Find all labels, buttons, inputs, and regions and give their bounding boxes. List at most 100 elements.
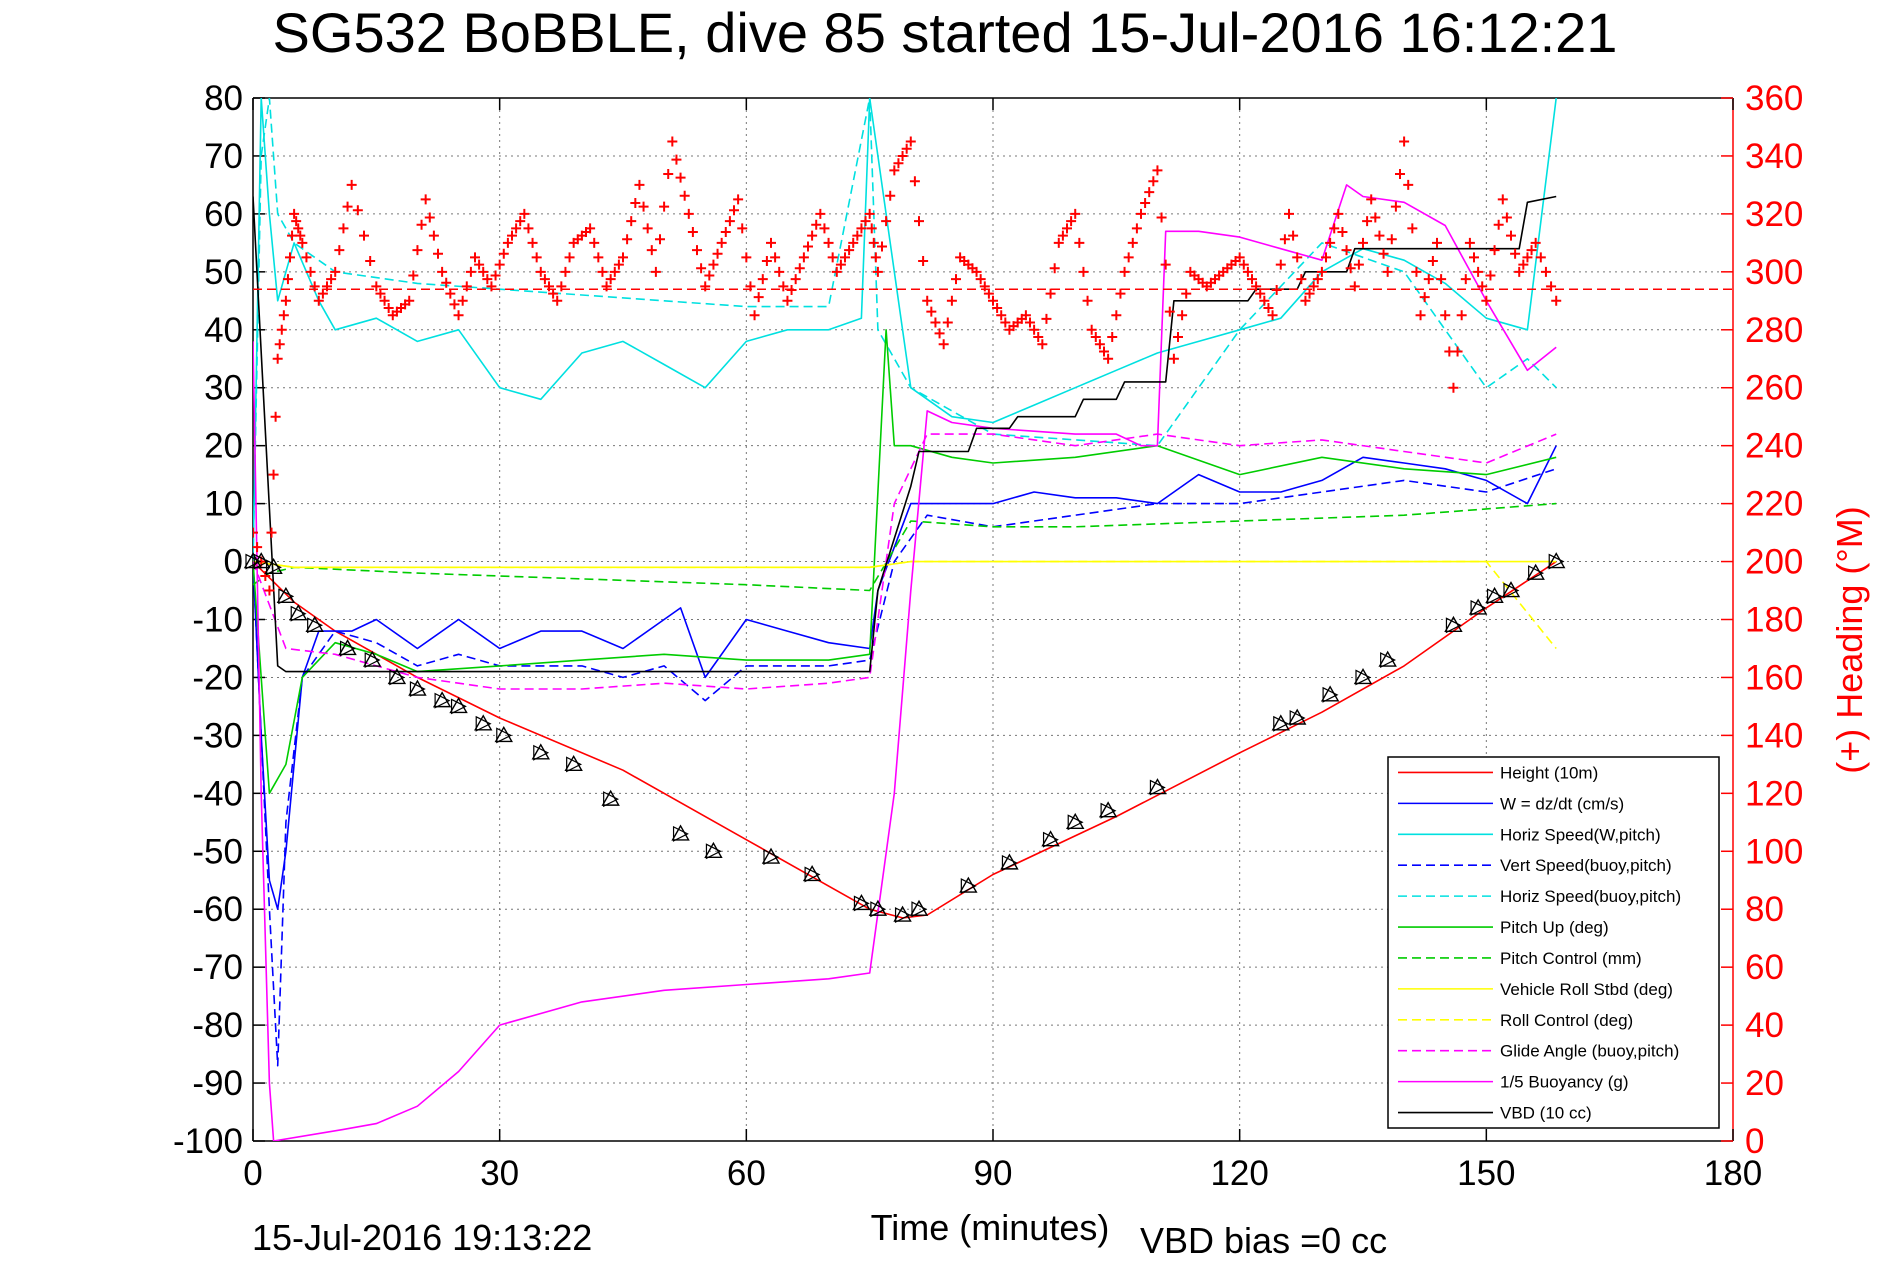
heading-point — [1386, 234, 1397, 245]
heading-point — [893, 158, 904, 169]
heading-point — [844, 245, 855, 256]
depth-marker — [1322, 686, 1339, 703]
heading-point — [1469, 252, 1479, 263]
heading-point — [692, 245, 702, 256]
heading-point — [667, 136, 678, 147]
depth-marker — [705, 843, 722, 860]
heading-point — [626, 216, 637, 227]
heading-point — [1267, 310, 1278, 321]
heading-point — [1353, 259, 1364, 270]
depth-marker — [389, 669, 406, 686]
heading-point — [531, 252, 542, 263]
heading-point — [1493, 219, 1504, 230]
y-right-tick-label: 200 — [1745, 543, 1803, 582]
legend-label-11: VBD (10 cc) — [1500, 1104, 1592, 1123]
heading-point — [1522, 252, 1533, 263]
heading-point — [1284, 208, 1294, 219]
heading-point — [334, 245, 345, 256]
heading-point — [322, 281, 332, 292]
heading-point — [1362, 216, 1373, 227]
heading-point — [293, 223, 304, 234]
heading-point — [295, 230, 306, 241]
heading-point — [1325, 237, 1336, 248]
heading-point — [1074, 237, 1085, 248]
heading-point — [866, 223, 877, 234]
heading-point — [1427, 255, 1438, 266]
depth-marker — [1001, 854, 1018, 871]
heading-point — [807, 230, 818, 241]
heading-point — [408, 270, 419, 281]
heading-point — [835, 259, 846, 270]
heading-point — [897, 150, 908, 161]
series-line-4 — [253, 98, 1557, 562]
heading-point — [1288, 230, 1299, 241]
heading-point — [1123, 252, 1134, 263]
heading-point — [905, 136, 916, 147]
heading-point — [1263, 303, 1274, 314]
heading-point — [1341, 245, 1352, 256]
y-left-tick-label: 40 — [204, 311, 243, 350]
heading-point — [478, 266, 489, 277]
series-line-10 — [253, 184, 1557, 1141]
y-right-tick-label: 180 — [1745, 601, 1803, 640]
heading-point — [831, 266, 842, 277]
heading-point — [1049, 263, 1060, 274]
heading-point — [613, 259, 624, 270]
heading-point — [416, 219, 427, 230]
heading-point — [1506, 230, 1516, 241]
heading-point — [346, 179, 357, 190]
heading-point — [268, 469, 279, 480]
heading-point — [601, 281, 612, 292]
heading-point — [453, 310, 464, 321]
chart-title: SG532 BoBBLE, dive 85 started 15-Jul-201… — [273, 1, 1618, 64]
heading-point — [815, 208, 826, 219]
y-right-tick-labels: 3603403203002802602402202001801601401201… — [1745, 79, 1803, 1161]
heading-point — [733, 194, 744, 205]
heading-point — [270, 411, 281, 422]
heading-point — [544, 281, 554, 292]
y-right-tick-label: 140 — [1745, 716, 1803, 755]
heading-point — [1119, 266, 1130, 277]
series-line-9 — [253, 433, 1557, 690]
heading-point — [1078, 266, 1089, 277]
series-line-3 — [253, 468, 1557, 1067]
y-left-tick-label: -80 — [192, 1006, 243, 1045]
heading-point — [971, 266, 982, 277]
heading-point — [457, 295, 468, 306]
heading-point — [975, 274, 986, 285]
y-left-tick-label: 0 — [224, 543, 243, 582]
heading-point — [988, 295, 998, 306]
heading-point — [946, 295, 957, 306]
heading-point — [1000, 317, 1011, 328]
heading-point — [359, 230, 369, 241]
depth-marker — [894, 907, 911, 923]
heading-point — [642, 223, 653, 234]
heading-point — [330, 266, 341, 277]
heading-point — [297, 237, 308, 248]
heading-point — [770, 252, 781, 263]
heading-point — [535, 266, 546, 277]
y-right-tick-label: 0 — [1745, 1122, 1764, 1161]
y-left-tick-label: -70 — [192, 948, 243, 987]
heading-point — [278, 310, 289, 321]
depth-marker — [960, 878, 977, 895]
heading-point — [1358, 237, 1368, 248]
depth-marker — [1503, 582, 1520, 599]
heading-point — [778, 281, 789, 292]
heading-point — [1234, 252, 1245, 263]
heading-point — [704, 270, 715, 281]
heading-point — [313, 295, 324, 306]
heading-point — [922, 295, 933, 306]
depth-marker — [1548, 553, 1565, 570]
heading-point — [1238, 259, 1249, 270]
heading-point — [638, 201, 649, 212]
heading-point — [1033, 332, 1044, 343]
legend-box — [1387, 756, 1720, 1129]
heading-point — [1045, 288, 1056, 299]
y-right-tick-label: 160 — [1745, 658, 1803, 697]
depth-marker — [1289, 710, 1306, 726]
heading-point — [794, 263, 805, 274]
heading-point — [1053, 237, 1064, 248]
heading-point — [1148, 176, 1159, 187]
